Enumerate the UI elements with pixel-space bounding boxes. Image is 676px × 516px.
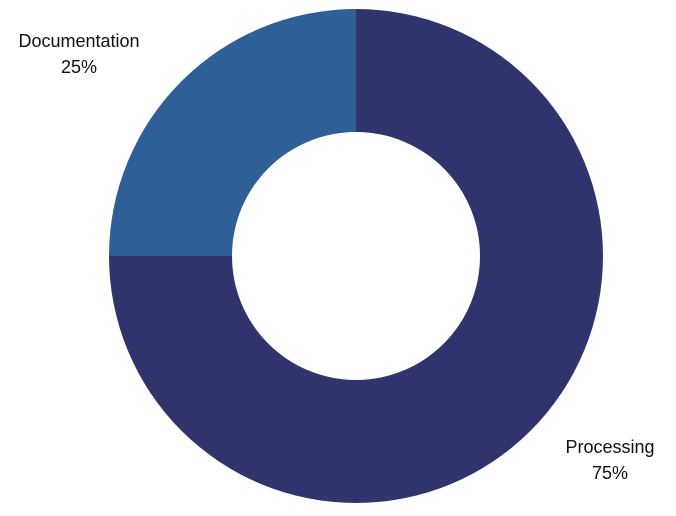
slice-processing <box>109 9 603 503</box>
slice-label-documentation-value: 25% <box>61 57 97 77</box>
slice-documentation <box>109 9 356 256</box>
slice-label-processing-name: Processing <box>565 437 654 457</box>
slice-label-processing-value: 75% <box>592 463 628 483</box>
slice-label-documentation-name: Documentation <box>18 31 139 51</box>
donut-slices <box>109 9 603 503</box>
